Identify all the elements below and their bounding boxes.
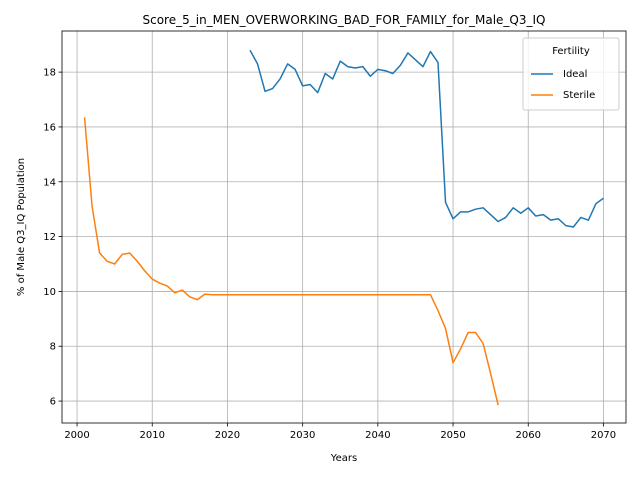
- series-line-ideal: [249, 49, 604, 228]
- y-tick-label: 12: [43, 232, 56, 243]
- x-tick-label: 2060: [516, 430, 541, 441]
- x-tick-label: 2030: [290, 430, 315, 441]
- legend-label-ideal: Ideal: [563, 69, 587, 80]
- legend: Fertility Ideal Sterile: [522, 37, 620, 111]
- series-line-sterile: [83, 117, 499, 406]
- x-tick-label: 2020: [215, 430, 240, 441]
- legend-title: Fertility: [552, 46, 590, 57]
- y-axis-ticks: 6 8 10 12 14 16 18: [43, 68, 62, 408]
- x-tick-label: 2000: [64, 430, 89, 441]
- x-axis-label: Years: [330, 453, 357, 464]
- plot-frame: [61, 30, 627, 424]
- legend-items: Ideal Sterile: [531, 69, 595, 101]
- y-tick-label: 6: [50, 397, 56, 408]
- chart-title: Score_5_in_MEN_OVERWORKING_BAD_FOR_FAMIL…: [143, 13, 546, 27]
- y-tick-label: 18: [43, 68, 56, 79]
- y-tick-label: 10: [43, 287, 56, 298]
- legend-box: [522, 37, 620, 111]
- y-tick-label: 16: [43, 122, 56, 133]
- x-tick-label: 2070: [591, 430, 616, 441]
- y-tick-label: 8: [50, 342, 56, 353]
- x-tick-label: 2010: [140, 430, 165, 441]
- y-axis-label: % of Male Q3_IQ Population: [16, 158, 27, 296]
- legend-label-sterile: Sterile: [563, 90, 595, 101]
- x-tick-label: 2040: [365, 430, 390, 441]
- x-tick-label: 2050: [440, 430, 465, 441]
- x-axis-ticks: 2000 2010 2020 2030 2040 2050 2060 2070: [64, 423, 616, 441]
- y-tick-label: 14: [43, 177, 56, 188]
- series-lines: [83, 49, 604, 406]
